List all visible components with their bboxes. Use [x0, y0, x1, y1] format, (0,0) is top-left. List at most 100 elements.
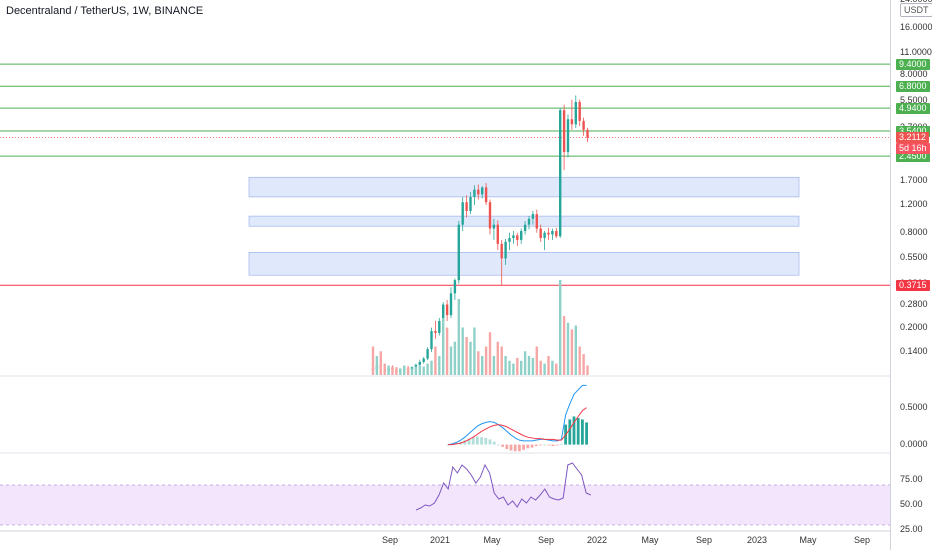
candle-body [453, 280, 457, 294]
volume-bar [371, 346, 375, 375]
macd-histogram-bar [505, 444, 509, 450]
candle-body [570, 119, 574, 125]
candle-body [562, 110, 566, 153]
rsi-band [0, 485, 890, 525]
macd-histogram-bar [509, 444, 513, 451]
macd-histogram-bar [522, 444, 525, 450]
price-tick-label: 1.7000 [900, 175, 928, 186]
time-tick-label: Sep [381, 535, 399, 545]
macd-histogram-bar [476, 436, 479, 445]
macd-histogram-bar [572, 416, 576, 445]
price-tick-label: 24.0000 [900, 0, 932, 4]
signal-line [448, 407, 587, 446]
candle-body [461, 202, 464, 225]
volume-bar [520, 360, 523, 375]
macd-histogram-bar [568, 419, 572, 445]
volume-bar [574, 325, 577, 375]
macd-histogram-bar [471, 437, 475, 445]
candle-body [449, 293, 453, 316]
macd-histogram-bar [551, 444, 555, 447]
time-tick-label: Sep [853, 535, 871, 545]
volume-bar [516, 357, 519, 375]
volume-bar [504, 356, 507, 375]
volume-bar [547, 356, 550, 375]
volume-bar [543, 363, 546, 375]
level-badge: 0.3715 [896, 280, 930, 292]
macd-tick-label: 0.5000 [900, 401, 928, 412]
candle-body [426, 349, 429, 359]
candle-body [527, 218, 531, 225]
volume-bar [500, 346, 503, 375]
zone-box-3 [248, 252, 800, 276]
candle-body [551, 231, 554, 235]
candle-body [516, 235, 519, 240]
macd-histogram-bar [555, 444, 559, 446]
volume-bar [383, 363, 386, 375]
candle-body [492, 224, 496, 229]
candle-body [473, 189, 476, 197]
time-tick-label: May [641, 535, 659, 545]
volume-bar [410, 368, 414, 375]
chart-title: Decentraland / TetherUS, 1W, BINANCE [6, 5, 204, 17]
time-tick-label: Sep [695, 535, 713, 545]
macd-tick-label: 0.0000 [900, 438, 928, 449]
level-badge: 6.8000 [896, 81, 930, 93]
candle-body [574, 102, 577, 125]
macd-histogram-bar [539, 444, 542, 446]
volume-bar [465, 337, 468, 375]
price-tick-label: 11.0000 [900, 47, 932, 58]
volume-bar [418, 365, 421, 375]
level-badge: 4.9400 [896, 103, 930, 115]
volume-bar [586, 365, 589, 375]
macd-histogram-bar [488, 439, 492, 445]
candle-body [488, 202, 492, 229]
volume-bar [434, 346, 437, 375]
macd-histogram-bar [480, 437, 483, 445]
candle-body [430, 331, 433, 350]
volume-bar [422, 366, 425, 375]
candle-body [496, 224, 499, 244]
macd-histogram-bar [526, 444, 530, 449]
volume-bar [403, 365, 406, 375]
currency-label[interactable]: USDT [900, 3, 932, 17]
macd-histogram-bar [467, 438, 471, 445]
volume-bar [512, 363, 515, 375]
macd-histogram-bar [501, 444, 504, 447]
price-tick-label: 16.0000 [900, 21, 932, 32]
time-tick-label: May [799, 535, 817, 545]
candle-body [566, 119, 570, 153]
candle-body [445, 304, 449, 316]
level-badge: 9.4000 [896, 59, 930, 71]
level-badge: 3.5400 [896, 125, 930, 137]
candle-body [481, 187, 484, 195]
price-tick-label: 0.1400 [900, 345, 928, 356]
volume-bar [395, 367, 398, 375]
time-tick-label: Sep [537, 535, 555, 545]
time-tick-label: 2022 [586, 535, 608, 545]
candle-body [555, 231, 558, 237]
candle-body [535, 214, 538, 229]
macd-histogram-bar [581, 419, 584, 445]
price-tick-label: 8.0000 [900, 69, 928, 80]
candle-body [547, 232, 550, 235]
candle-body [539, 228, 542, 239]
price-tick-label: 0.5500 [900, 252, 928, 263]
macd-histogram-bar [463, 440, 467, 445]
volume-bar [477, 351, 480, 375]
price-tick-label: 5.5000 [900, 94, 928, 105]
volume-bar [578, 346, 581, 375]
macd-line [447, 384, 587, 446]
volume-bar [457, 299, 460, 375]
volume-bar [496, 341, 499, 375]
candle-body [422, 358, 425, 362]
volume-bar [473, 327, 476, 375]
price-tick-label: 1.2000 [900, 198, 928, 209]
macd-histogram-bar [530, 444, 534, 448]
volume-bar [527, 356, 531, 375]
volume-bar [582, 354, 585, 375]
price-tick-label: 0.2800 [900, 298, 928, 309]
volume-bar [481, 356, 484, 375]
volume-bar [426, 363, 429, 375]
candle-body [508, 238, 511, 242]
